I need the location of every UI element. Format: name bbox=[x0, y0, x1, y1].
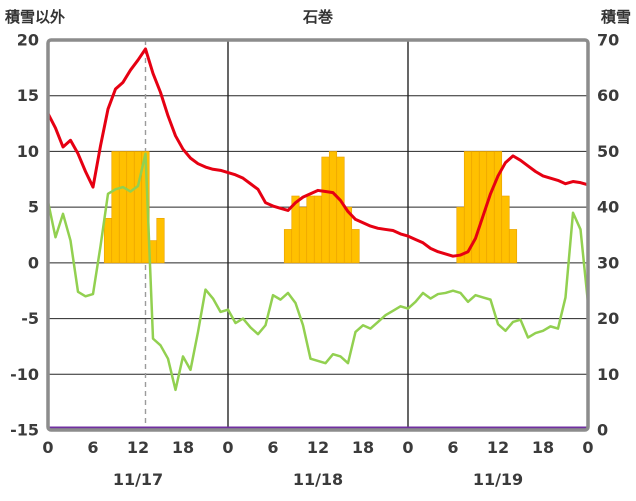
x-tick-hour: 6 bbox=[447, 438, 458, 457]
chart-title: 石巻 bbox=[302, 8, 334, 26]
y-tick-left: 15 bbox=[17, 86, 39, 105]
x-tick-hour: 18 bbox=[532, 438, 554, 457]
date-labels: 11/17 11/18 11/19 bbox=[113, 470, 523, 489]
y-tick-right: 20 bbox=[597, 309, 619, 328]
x-tick-hour: 12 bbox=[487, 438, 509, 457]
y-tick-left: 20 bbox=[17, 31, 39, 50]
y-tick-left: 5 bbox=[28, 198, 39, 217]
y-tick-left: 10 bbox=[17, 142, 39, 161]
date-label: 11/18 bbox=[293, 470, 343, 489]
y-tick-right: 40 bbox=[597, 198, 619, 217]
x-tick-hour: 6 bbox=[87, 438, 98, 457]
x-tick-hour: 0 bbox=[402, 438, 413, 457]
y-tick-right: 30 bbox=[597, 253, 619, 272]
y-axis-ticks-left: 20 15 10 5 0 -5 -10 -15 bbox=[10, 31, 39, 440]
y-tick-right: 50 bbox=[597, 142, 619, 161]
y-axis-ticks-right: 70 60 50 40 30 20 10 0 bbox=[597, 31, 619, 440]
y-tick-left: -10 bbox=[10, 365, 39, 384]
y-tick-left: -15 bbox=[10, 421, 39, 440]
x-tick-hour: 6 bbox=[267, 438, 278, 457]
green-line bbox=[46, 152, 590, 392]
y-tick-right: 0 bbox=[597, 421, 608, 440]
x-tick-hour: 18 bbox=[352, 438, 374, 457]
x-tick-hour: 12 bbox=[307, 438, 329, 457]
y-tick-left: -5 bbox=[21, 309, 39, 328]
x-tick-hour: 18 bbox=[172, 438, 194, 457]
right-axis-title: 積雪 bbox=[600, 8, 631, 26]
plot-frame bbox=[46, 38, 590, 432]
sunshine-bars bbox=[103, 151, 518, 264]
x-tick-hour: 12 bbox=[127, 438, 149, 457]
x-tick-hour: 0 bbox=[42, 438, 53, 457]
red-line bbox=[46, 47, 590, 258]
x-axis-ticks: 0 6 12 18 0 6 12 18 0 6 12 18 0 bbox=[42, 438, 593, 457]
y-tick-left: 0 bbox=[28, 253, 39, 272]
y-tick-right: 70 bbox=[597, 31, 619, 50]
y-tick-right: 60 bbox=[597, 86, 619, 105]
x-tick-hour: 0 bbox=[582, 438, 593, 457]
x-tick-hour: 0 bbox=[222, 438, 233, 457]
left-axis-title: 積雪以外 bbox=[5, 8, 66, 26]
date-label: 11/17 bbox=[113, 470, 163, 489]
y-tick-right: 10 bbox=[597, 365, 619, 384]
date-label: 11/19 bbox=[473, 470, 523, 489]
